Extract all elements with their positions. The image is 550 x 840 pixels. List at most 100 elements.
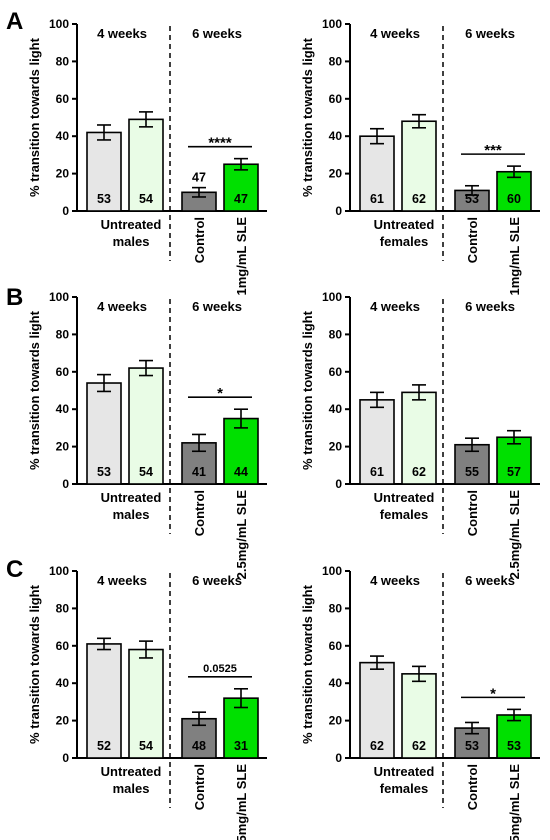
group-label-6-weeks: 6 weeks	[465, 26, 515, 41]
n-label: 53	[465, 192, 479, 206]
bar-category-label: 2.5mg/mL SLE	[234, 490, 249, 580]
y-tick-label: 60	[56, 92, 70, 106]
y-axis-title: % transition towards light	[300, 310, 315, 470]
bar-category-label: 5mg/mL SLE	[234, 764, 249, 840]
panel-letter-c: C	[6, 556, 23, 583]
n-label: 44	[234, 465, 248, 479]
n-label: 62	[370, 739, 384, 753]
y-tick-label: 0	[62, 477, 69, 491]
group-label-6-weeks: 6 weeks	[465, 573, 515, 588]
y-tick-label: 100	[49, 290, 69, 304]
bar-category-label: Control	[192, 217, 207, 263]
y-tick-label: 20	[56, 167, 70, 181]
significance-label: ****	[208, 135, 232, 152]
significance-label: *	[490, 685, 496, 702]
y-tick-label: 60	[329, 92, 343, 106]
n-label: 53	[507, 739, 521, 753]
bar-category-label: 2.5mg/mL SLE	[507, 490, 522, 580]
group-label-6-weeks: 6 weeks	[192, 26, 242, 41]
y-axis-title: % transition towards light	[300, 37, 315, 197]
untreated-label: males	[113, 507, 150, 522]
n-label: 41	[192, 465, 206, 479]
panel-letter-b: B	[6, 284, 23, 311]
bar	[86, 382, 122, 485]
bar	[223, 163, 259, 212]
n-label: 52	[97, 739, 111, 753]
bar	[128, 367, 164, 485]
n-label: 61	[370, 465, 384, 479]
untreated-label: males	[113, 234, 150, 249]
y-tick-label: 0	[62, 751, 69, 765]
bar	[454, 443, 490, 485]
bar	[86, 643, 122, 759]
n-label: 54	[139, 192, 153, 206]
n-label: 54	[139, 465, 153, 479]
group-label-4-weeks: 4 weeks	[370, 573, 420, 588]
n-label: 62	[412, 465, 426, 479]
y-tick-label: 80	[329, 54, 343, 68]
group-label-6-weeks: 6 weeks	[192, 299, 242, 314]
n-label: 31	[234, 739, 248, 753]
y-tick-label: 80	[329, 327, 343, 341]
y-axis-title: % transition towards light	[300, 584, 315, 744]
bar	[359, 661, 395, 759]
y-tick-label: 80	[56, 601, 70, 615]
bar-category-label: 1mg/mL SLE	[234, 217, 249, 296]
bar	[128, 648, 164, 759]
bar	[181, 442, 217, 485]
y-tick-label: 80	[329, 601, 343, 615]
untreated-label: Untreated	[101, 217, 162, 232]
y-tick-label: 100	[322, 564, 342, 578]
bar	[128, 118, 164, 212]
n-label: 62	[412, 739, 426, 753]
bar	[401, 391, 437, 485]
y-tick-label: 0	[335, 477, 342, 491]
bar-category-label: Control	[465, 764, 480, 810]
untreated-label: Untreated	[374, 490, 435, 505]
y-tick-label: 40	[329, 129, 343, 143]
untreated-label: females	[380, 234, 428, 249]
n-label: 53	[97, 192, 111, 206]
group-label-4-weeks: 4 weeks	[97, 573, 147, 588]
n-label: 57	[507, 465, 521, 479]
untreated-label: females	[380, 507, 428, 522]
y-tick-label: 40	[329, 676, 343, 690]
untreated-label: Untreated	[374, 764, 435, 779]
bar-category-label: 1mg/mL SLE	[507, 217, 522, 296]
bar	[181, 717, 217, 759]
n-label: 47	[234, 192, 248, 206]
n-label: 55	[465, 465, 479, 479]
untreated-label: Untreated	[374, 217, 435, 232]
y-tick-label: 100	[49, 17, 69, 31]
y-tick-label: 20	[56, 440, 70, 454]
y-tick-label: 40	[56, 676, 70, 690]
n-label: 62	[412, 192, 426, 206]
significance-label: 0.0525	[203, 663, 237, 675]
y-tick-label: 40	[56, 129, 70, 143]
group-label-4-weeks: 4 weeks	[97, 26, 147, 41]
bar-category-label: 5mg/mL SLE	[507, 764, 522, 840]
y-axis-title: % transition towards light	[27, 310, 42, 470]
y-tick-label: 20	[329, 167, 343, 181]
y-tick-label: 80	[56, 54, 70, 68]
untreated-label: Untreated	[101, 490, 162, 505]
untreated-label: males	[113, 781, 150, 796]
significance-label: ***	[484, 142, 502, 159]
untreated-label: females	[380, 781, 428, 796]
y-tick-label: 60	[329, 365, 343, 379]
y-tick-label: 20	[56, 714, 70, 728]
y-tick-label: 20	[329, 714, 343, 728]
bar-category-label: Control	[192, 764, 207, 810]
y-tick-label: 100	[322, 290, 342, 304]
group-label-4-weeks: 4 weeks	[370, 26, 420, 41]
n-label: 48	[192, 739, 206, 753]
y-tick-label: 100	[49, 564, 69, 578]
group-label-6-weeks: 6 weeks	[192, 573, 242, 588]
y-tick-label: 0	[335, 751, 342, 765]
y-axis-title: % transition towards light	[27, 37, 42, 197]
group-label-4-weeks: 4 weeks	[97, 299, 147, 314]
y-axis-title: % transition towards light	[27, 584, 42, 744]
significance-label: *	[217, 385, 223, 402]
bar	[359, 135, 395, 212]
